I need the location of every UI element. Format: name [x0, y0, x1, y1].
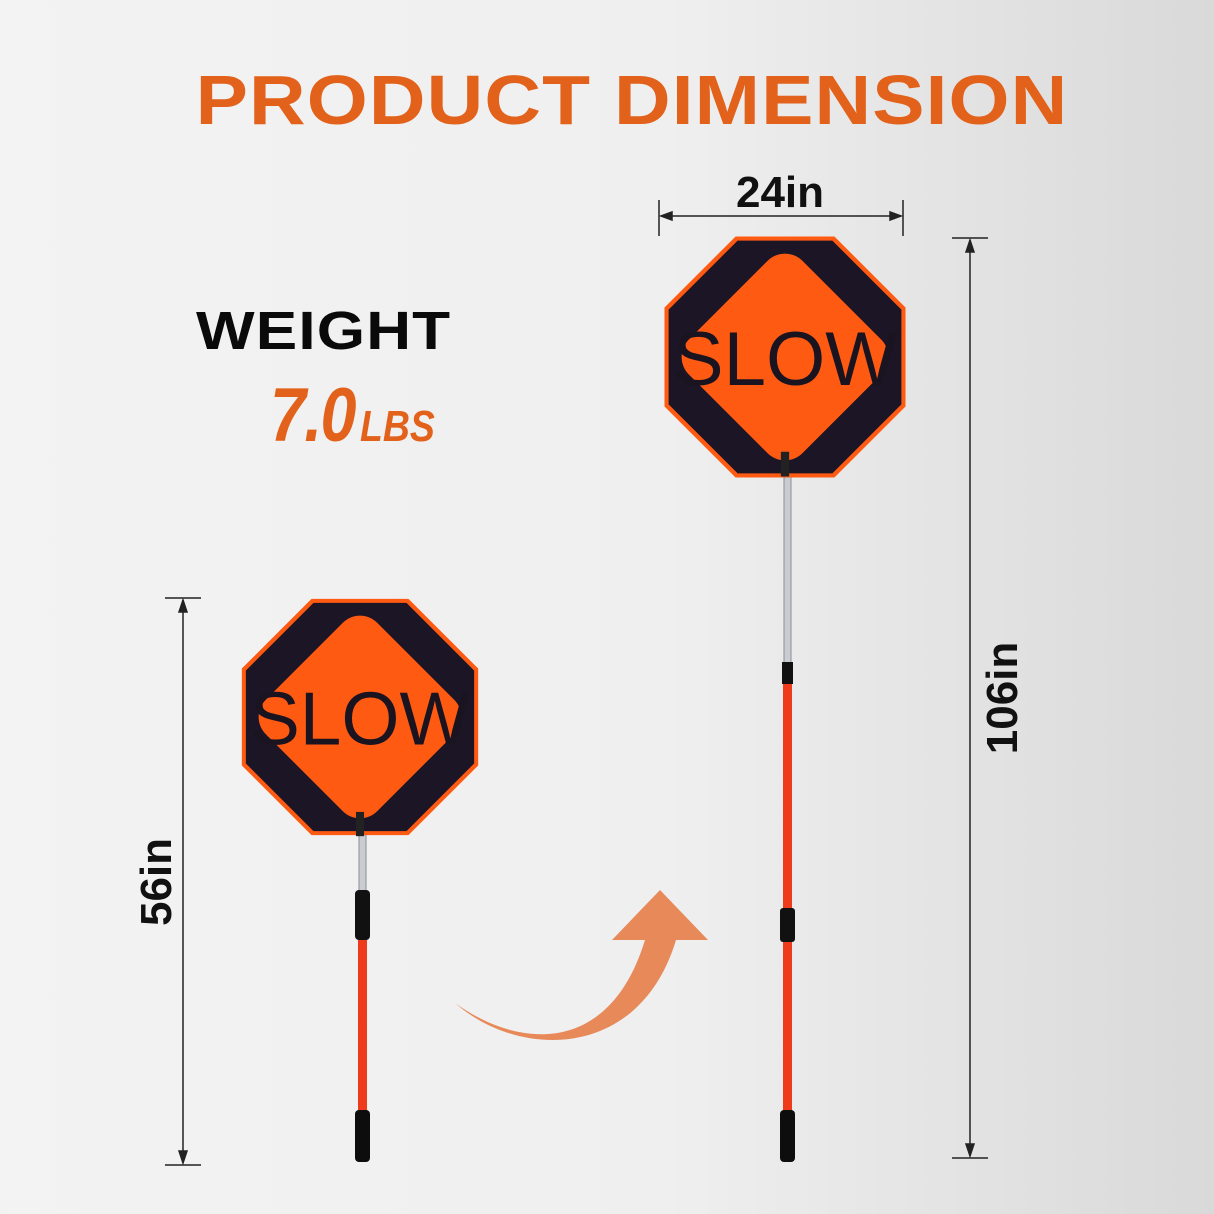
weight-number: 7.0 — [270, 373, 356, 458]
weight-unit: LBS — [360, 402, 435, 451]
slow-sign-extended: SLOW — [664, 236, 906, 478]
extended-height-label: 106in — [978, 642, 1027, 755]
extended-height-dimension — [952, 237, 988, 1159]
weight-value: 7.0 LBS — [270, 372, 448, 459]
collapsed-height-label: 56in — [132, 838, 181, 926]
collapsed-pole — [355, 829, 370, 1162]
collapsed-height-dimension — [165, 597, 201, 1166]
sign-label: SLOW — [250, 676, 471, 760]
curved-arrow-icon — [455, 890, 708, 1041]
width-dimension — [658, 200, 904, 236]
width-label: 24in — [736, 168, 824, 217]
extended-pole — [780, 469, 795, 1162]
slow-sign-collapsed: SLOW — [241, 598, 479, 837]
page-title: PRODUCT DIMENSION — [195, 61, 1069, 139]
sign-label: SLOW — [673, 317, 898, 402]
weight-label: WEIGHT — [196, 301, 452, 361]
